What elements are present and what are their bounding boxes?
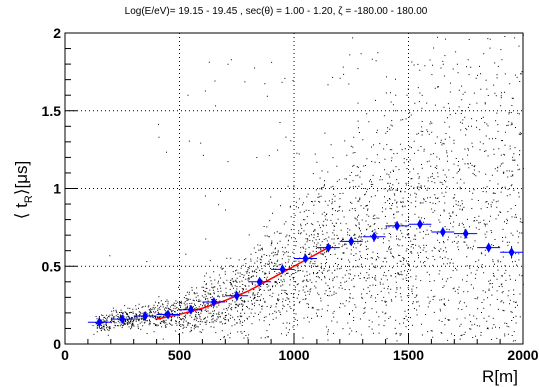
y-tick-label: 0 bbox=[53, 336, 61, 352]
profile-point bbox=[439, 227, 446, 238]
profile-point bbox=[394, 220, 401, 231]
y-tick-label: 1.5 bbox=[42, 103, 62, 119]
profile-point bbox=[165, 309, 172, 320]
x-tick-label: 1000 bbox=[278, 347, 309, 363]
profile-point bbox=[371, 231, 378, 242]
profile-point bbox=[279, 264, 286, 275]
profile-point bbox=[187, 304, 194, 315]
y-tick-label: 1 bbox=[53, 181, 61, 197]
profile-point bbox=[256, 276, 263, 287]
x-tick-label: 0 bbox=[61, 347, 69, 363]
profile-point bbox=[325, 242, 332, 253]
profile-point bbox=[348, 236, 355, 247]
profile-point bbox=[416, 219, 423, 230]
x-tick-label: 1500 bbox=[393, 347, 424, 363]
profile-point bbox=[508, 247, 515, 258]
y-tick-label: 2 bbox=[53, 25, 61, 41]
fit-curve bbox=[156, 246, 329, 320]
profile-point bbox=[210, 297, 217, 308]
profile-point bbox=[233, 290, 240, 301]
profile-point bbox=[302, 253, 309, 264]
y-axis-label-subscript: R bbox=[23, 195, 35, 203]
profile-point bbox=[119, 314, 126, 325]
chart-title: Log(E/eV)= 19.15 - 19.45 , sec(θ) = 1.00… bbox=[125, 6, 428, 17]
profile-point bbox=[485, 242, 492, 253]
profile-point bbox=[96, 317, 103, 328]
x-tick-label: 2000 bbox=[507, 347, 538, 363]
profile-point bbox=[462, 228, 469, 239]
x-tick-label: 500 bbox=[168, 347, 192, 363]
y-tick-label: 0.5 bbox=[42, 258, 62, 274]
profile-point bbox=[142, 311, 149, 322]
x-axis-label: R[m] bbox=[482, 367, 518, 386]
y-axis-label: ⟨ tR⟩[μs] bbox=[12, 161, 35, 219]
